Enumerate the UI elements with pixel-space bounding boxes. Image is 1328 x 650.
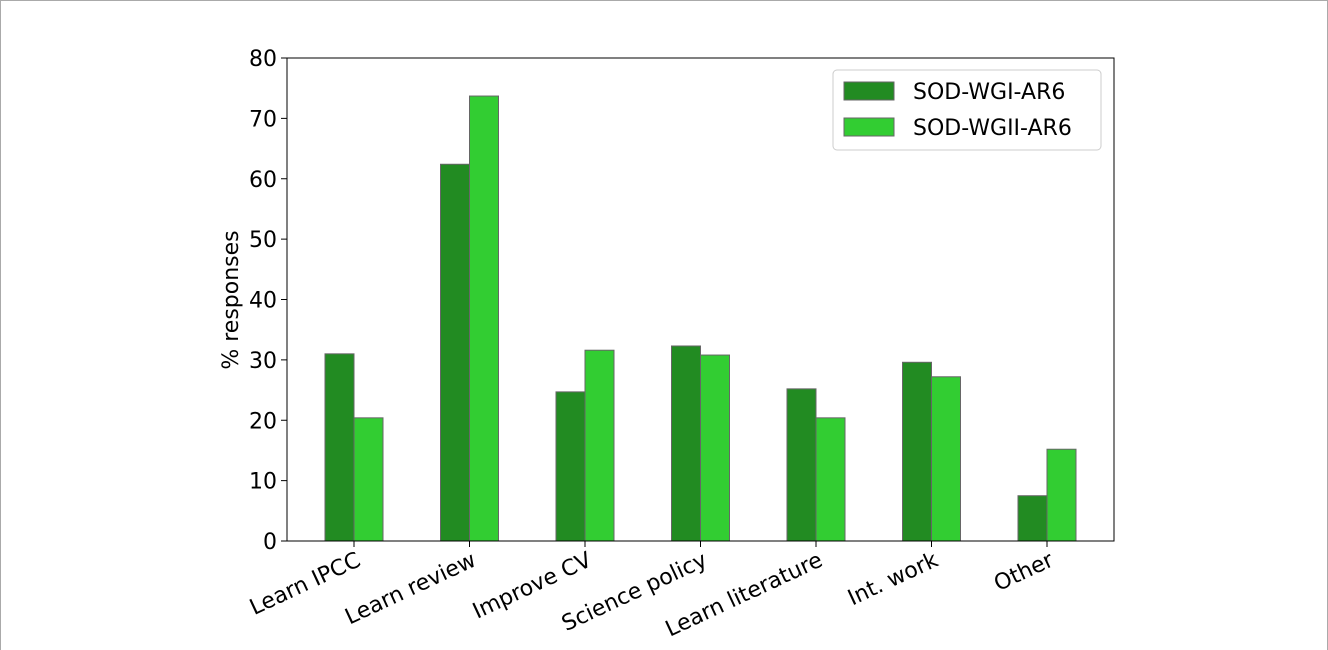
bar [324,353,355,542]
y-tick-label: 20 [249,409,277,434]
legend-swatch [843,117,895,137]
bar [700,354,730,542]
bar [931,376,961,542]
y-tick-label: 70 [249,107,277,132]
y-tick-label: 40 [249,289,277,314]
legend-label: SOD-WGI-AR6 [913,80,1065,105]
y-tick-label: 30 [249,349,277,374]
bar [902,361,932,542]
bar [353,417,384,542]
y-tick-label: 0 [263,530,277,555]
x-tick-label: Other [990,547,1058,596]
y-tick-label: 10 [249,470,277,495]
x-tick-label: Int. work [844,548,942,611]
bar [786,388,817,542]
y-tick-label: 80 [249,47,277,72]
bar [671,345,701,542]
plot-frame [286,57,1115,542]
x-tick-label: Learn review [341,548,480,630]
bar [555,391,586,542]
bar [469,95,499,542]
y-tick-label: 60 [249,168,277,193]
y-axis-label: % responses [219,230,244,369]
bar [584,349,615,542]
legend-label: SOD-WGII-AR6 [913,116,1072,141]
bar [440,163,470,542]
bar [1046,448,1077,542]
y-tick-label: 50 [249,228,277,253]
legend-box [832,69,1102,151]
bar [1017,495,1048,542]
bar [815,417,846,542]
legend-swatch [843,81,895,101]
